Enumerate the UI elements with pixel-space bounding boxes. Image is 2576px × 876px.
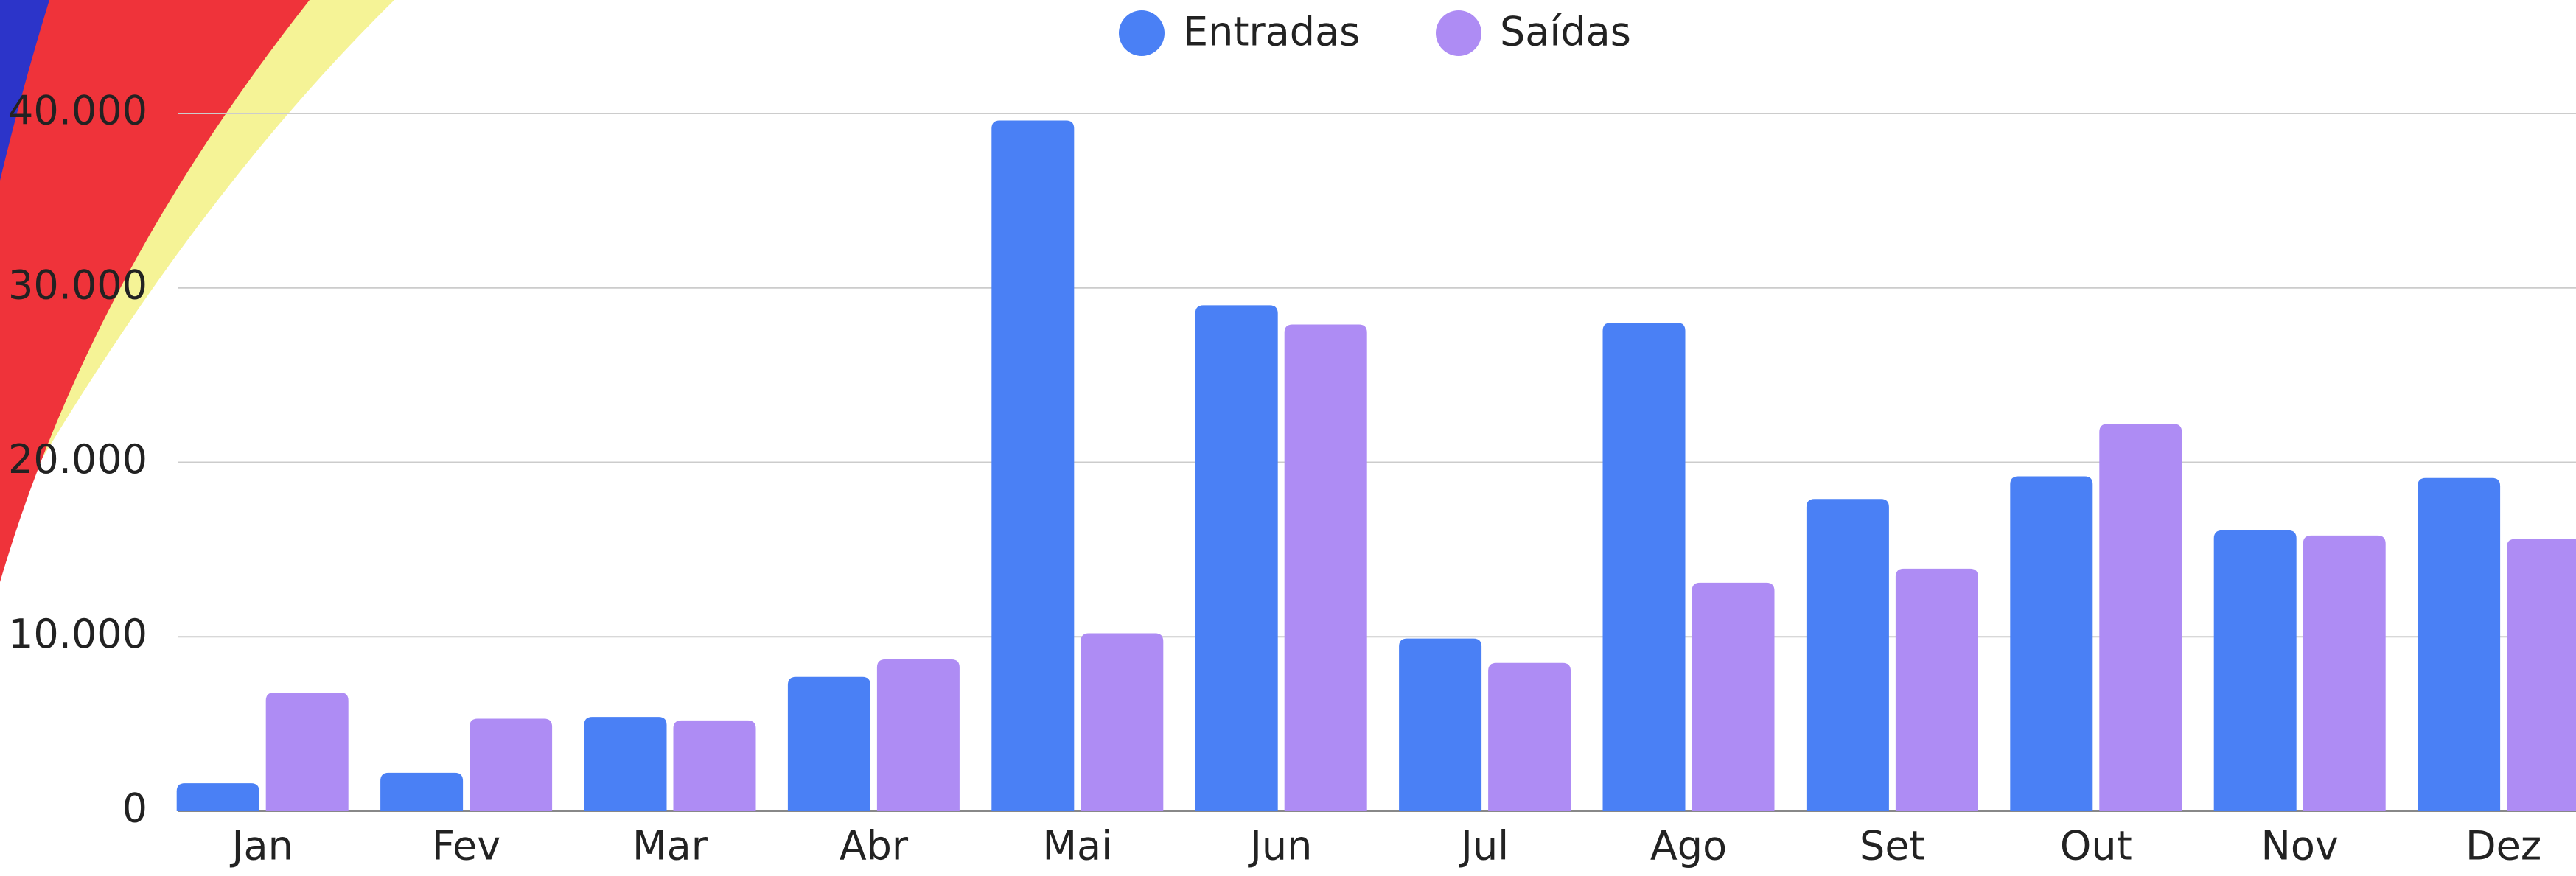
bar [991,120,1075,812]
bar [1895,568,1978,811]
x-tick-label: Jan [230,823,293,869]
x-tick-label: Mar [632,823,708,869]
bar [470,718,553,811]
x-tick-label: Jun [1248,823,1312,869]
bar [1399,638,1482,811]
y-tick-label: 30.000 [8,262,147,308]
bar [584,717,667,811]
bar [2010,476,2093,811]
bar [2099,424,2182,811]
y-tick-label: 0 [122,785,147,832]
bar [380,772,464,811]
y-tick-label: 10.000 [8,611,147,657]
bar [1806,499,1889,811]
bar [1195,305,1278,811]
bar [1692,582,1775,811]
bar [2303,535,2386,811]
decor-red [0,0,310,582]
bar [1602,323,1686,812]
bar [1081,633,1164,811]
x-tick-label: Out [2060,823,2132,869]
bar [2418,477,2501,811]
bar [176,783,259,811]
x-tick-label: Dez [2465,823,2541,869]
x-tick-label: Fev [432,823,500,869]
bar [787,676,870,811]
x-tick-label: Jul [1459,823,1509,869]
x-tick-label: Nov [2261,823,2339,869]
legend-label: Entradas [1183,9,1360,55]
x-tick-label: Set [1860,823,1925,869]
legend-marker [1119,10,1165,56]
decor-blue [0,0,49,181]
bar [2213,530,2297,811]
bar [673,720,756,811]
legend-marker [1436,10,1481,56]
bar [265,693,349,811]
bar [1488,662,1571,811]
legend-label: Saídas [1500,9,1631,55]
x-tick-label: Ago [1650,823,1727,869]
bar [876,659,960,811]
y-tick-label: 40.000 [8,88,147,134]
bar [1284,324,1367,811]
x-tick-label: Mai [1042,823,1112,869]
x-tick-label: Abr [840,823,909,869]
bar [2507,539,2576,811]
y-tick-label: 20.000 [8,436,147,483]
